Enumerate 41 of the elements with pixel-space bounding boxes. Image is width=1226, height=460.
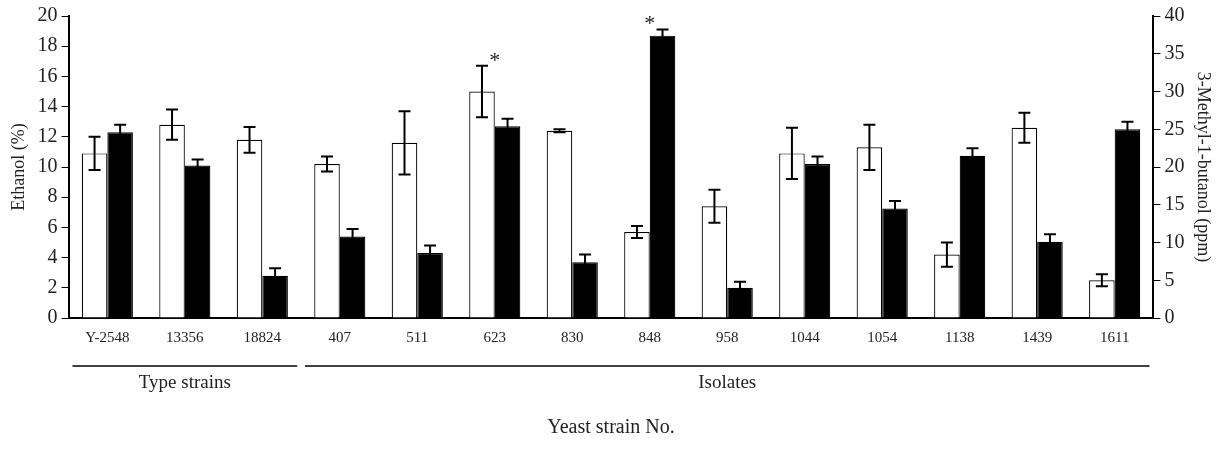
- y-tick-label: 12: [37, 124, 58, 147]
- x-tick-label: 1138: [944, 328, 975, 345]
- annotation: *: [644, 10, 656, 36]
- text: Type strains: [138, 371, 231, 393]
- y2-tick-label: 30: [1164, 78, 1185, 101]
- y-tick-label: 14: [37, 93, 58, 116]
- y-axis-title: Ethanol (%): [7, 123, 29, 211]
- y-tick-label: 16: [37, 63, 58, 86]
- y-tick-label: 2: [47, 275, 58, 298]
- x-tick-label: 1611: [1099, 328, 1130, 345]
- y2-tick-label: 40: [1164, 3, 1185, 26]
- x-tick-label: 848: [638, 328, 661, 345]
- annotation: *: [489, 46, 501, 72]
- y2-tick-label: 0: [1164, 305, 1175, 328]
- x-tick-label: Y-2548: [85, 328, 130, 345]
- y-tick-label: 0: [47, 305, 58, 328]
- y2-axis-title: 3-Methyl-1-butanol (ppm): [1193, 71, 1215, 263]
- y2-tick-label: 35: [1164, 41, 1185, 63]
- y-tick-label: 10: [37, 154, 58, 177]
- x-tick-label: 958: [715, 328, 739, 345]
- y-tick-label: 20: [37, 3, 58, 26]
- x-axis-title: Yeast strain No.: [547, 415, 675, 438]
- x-tick-label: 511: [406, 328, 429, 345]
- x-tick-label: 830: [561, 328, 584, 345]
- y2-tick-label: 15: [1164, 192, 1185, 214]
- y2-tick-label: 5: [1164, 267, 1175, 290]
- x-tick-label: 1054: [867, 328, 898, 345]
- x-tick-label: 1044: [789, 328, 821, 345]
- x-tick-label: 1439: [1022, 328, 1053, 345]
- y2-tick-label: 20: [1164, 154, 1185, 177]
- y-tick-label: 6: [47, 214, 58, 237]
- text: Isolates: [698, 371, 757, 393]
- x-tick-label: 407: [328, 328, 352, 345]
- y2-tick-label: 25: [1164, 116, 1185, 139]
- y-tick-label: 4: [47, 244, 58, 267]
- x-tick-label: 623: [483, 328, 507, 345]
- y-tick-label: 8: [47, 184, 58, 207]
- x-tick-label: 13356: [166, 328, 205, 345]
- x-tick-label: 18824: [243, 328, 282, 345]
- y-tick-label: 18: [37, 33, 58, 56]
- y2-tick-label: 10: [1164, 229, 1185, 252]
